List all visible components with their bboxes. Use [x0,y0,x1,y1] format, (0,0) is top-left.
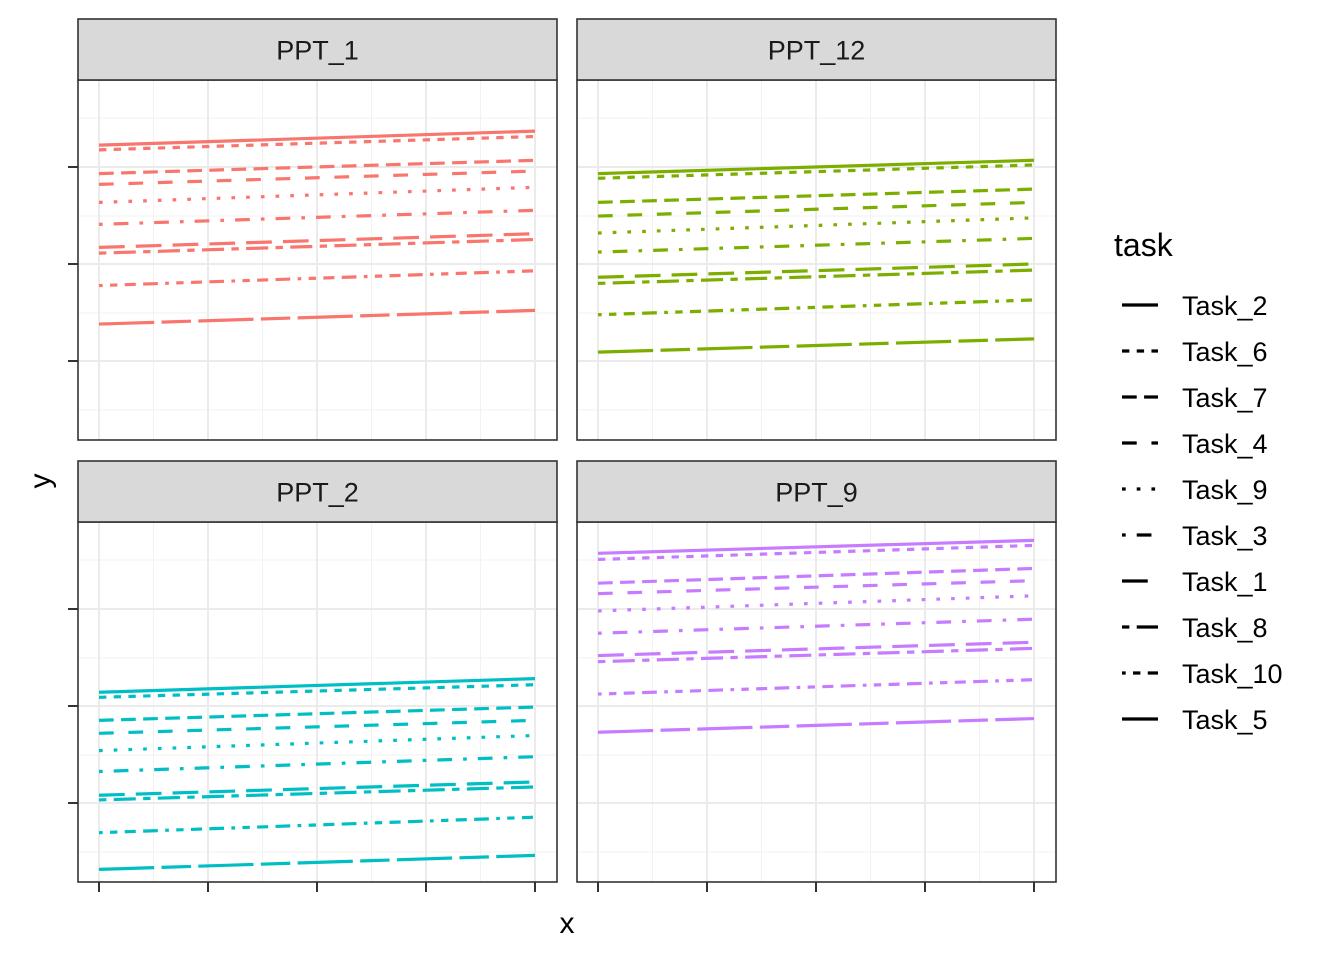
legend-item-task-4: Task_4 [1122,429,1268,459]
facet-panel-ppt-9: PPT_9 [576,460,1057,892]
series-line-task-4 [98,169,536,186]
legend-item-task-7: Task_7 [1122,383,1268,413]
series-line-task-4 [597,200,1035,218]
legend-item-task-2: Task_2 [1122,291,1268,321]
x-axis-title: x [560,907,575,940]
legend-item-task-3: Task_3 [1122,521,1268,551]
series-line-task-3 [98,208,536,226]
series-line-task-7 [597,566,1035,585]
facet-strip [576,18,1057,81]
legend-item-task-9: Task_9 [1122,475,1268,505]
legend-item-task-5: Task_5 [1122,705,1268,735]
y-axis-title: y [24,474,57,489]
legend-label: Task_4 [1182,429,1268,459]
series-line-task-5 [597,716,1035,734]
series-line-task-10 [597,678,1035,696]
series-line-task-8 [597,268,1035,285]
legend-item-task-6: Task_6 [1122,337,1268,367]
facet-strip [77,18,558,81]
legend-label: Task_5 [1182,705,1268,735]
facet-panel-ppt-2: PPT_2 [68,460,558,892]
legend-label: Task_1 [1182,567,1268,597]
series-line-task-4 [597,579,1035,596]
facet-strip-label: PPT_1 [276,36,359,66]
legend-label: Task_8 [1182,613,1268,643]
series-line-task-10 [98,815,536,835]
series-line-task-2 [98,677,536,694]
legend-label: Task_10 [1182,659,1283,689]
facet-panel-ppt-1: PPT_1 [68,18,558,441]
series-line-task-5 [597,337,1035,354]
facet-strip [77,460,558,523]
legend-label: Task_3 [1182,521,1268,551]
series-line-task-3 [597,236,1035,254]
legend-label: Task_2 [1182,291,1268,321]
series-line-task-7 [98,158,536,176]
series-line-task-10 [597,298,1035,317]
panels: PPT_1 PPT_12 PPT_2 PPT_9 [68,18,1057,892]
legend-label: Task_9 [1182,475,1268,505]
legend-title: task [1114,227,1174,263]
series-line-task-7 [597,187,1035,204]
legend-item-task-10: Task_10 [1122,659,1283,689]
facet-strip-label: PPT_2 [276,478,359,508]
facet-strip [576,460,1057,523]
series-line-task-2 [597,538,1035,555]
legend-item-task-1: Task_1 [1122,567,1268,597]
facet-strip-label: PPT_12 [768,36,866,66]
series-line-task-5 [98,308,536,326]
legend: task Task_2 Task_6 Task_7 Task_4 Task_9 Task_… [1114,227,1283,735]
series-line-task-8 [98,785,536,802]
series-line-task-8 [98,237,536,255]
series-line-task-2 [597,158,1035,176]
series-line-task-3 [597,617,1035,635]
facet-panel-ppt-12: PPT_12 [576,18,1057,441]
legend-item-task-8: Task_8 [1122,613,1268,643]
series-line-task-5 [98,853,536,871]
series-line-task-8 [597,646,1035,664]
series-line-task-10 [98,269,536,288]
facet-strip-label: PPT_9 [775,478,858,508]
series-line-task-7 [98,705,536,722]
series-line-task-2 [98,129,536,147]
series-line-task-3 [98,755,536,774]
legend-label: Task_6 [1182,337,1268,367]
series-line-task-4 [98,718,536,735]
legend-label: Task_7 [1182,383,1268,413]
